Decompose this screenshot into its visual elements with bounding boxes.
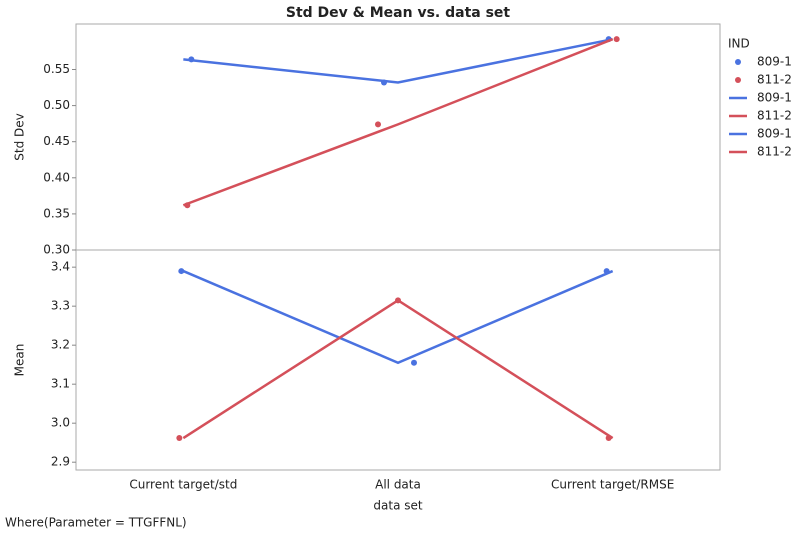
legend-label: 809-1 (757, 55, 792, 69)
legend-marker (735, 59, 741, 65)
y-tick-label: 0.55 (43, 62, 70, 76)
data-point (603, 268, 610, 275)
plot-frame (75, 23, 721, 471)
legend-title: IND (728, 37, 750, 51)
y-tick-label: 0.35 (43, 206, 70, 220)
x-tick-label: Current target/std (129, 478, 237, 492)
data-point (375, 121, 381, 128)
chart-title: Std Dev & Mean vs. data set (286, 5, 511, 21)
series-line (183, 37, 613, 84)
data-point (395, 297, 401, 304)
data-point (178, 268, 185, 275)
data-point (381, 79, 387, 86)
legend-marker (735, 77, 741, 83)
y-tick-label: 3.4 (51, 260, 70, 274)
y-axis-label: Std Dev (13, 113, 27, 160)
data-point (613, 36, 620, 43)
x-axis-label: data set (373, 499, 422, 513)
y-tick-label: 0.50 (43, 98, 70, 112)
y-tick-label: 0.40 (43, 170, 70, 184)
data-point (184, 202, 191, 209)
y-axis-label: Mean (13, 344, 27, 377)
y-tick-label: 0.30 (43, 243, 70, 257)
series-line (182, 269, 614, 365)
legend-label: 811-2 (757, 145, 792, 159)
data-point (411, 359, 417, 366)
data-point (176, 435, 183, 442)
y-tick-label: 0.45 (43, 134, 70, 148)
y-tick-label: 3.3 (51, 299, 70, 313)
x-tick-label: Current target/RMSE (551, 478, 674, 492)
y-tick-label: 2.9 (51, 455, 70, 469)
series-line (182, 38, 614, 207)
footnote: Where(Parameter = TTGFFNL) (5, 516, 187, 530)
data-point (605, 435, 612, 442)
legend-label: 809-1 (757, 91, 792, 105)
y-tick-label: 3.1 (51, 377, 70, 391)
x-tick-label: All data (375, 478, 421, 492)
legend-label: 811-2 (757, 73, 792, 87)
y-tick-label: 3.0 (51, 416, 70, 430)
y-tick-label: 3.2 (51, 338, 70, 352)
legend-label: 809-1 (757, 127, 792, 141)
legend-label: 811-2 (757, 109, 792, 123)
data-point (188, 56, 195, 63)
